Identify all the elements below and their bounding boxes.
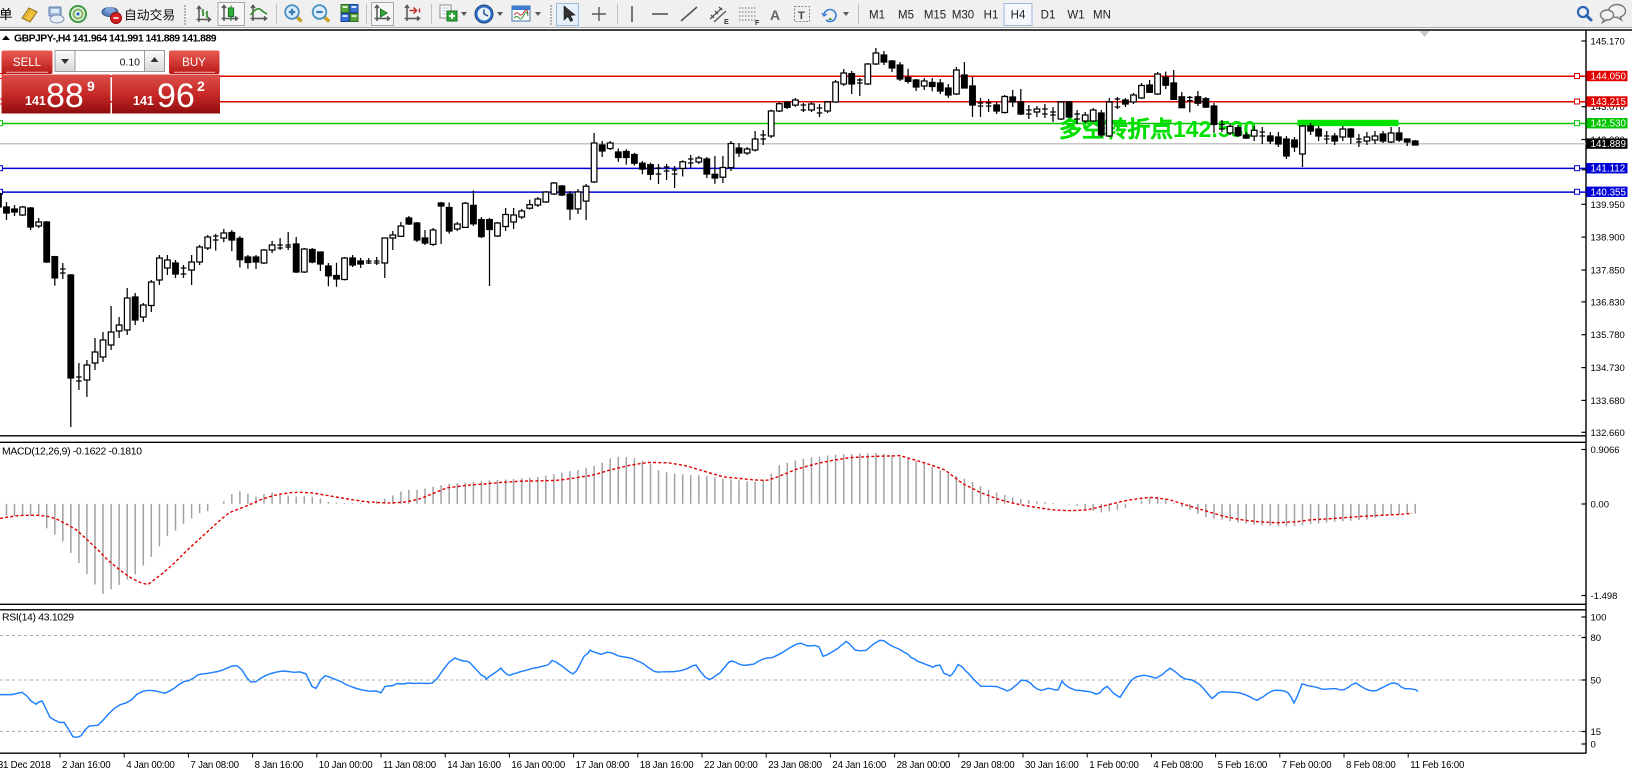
svg-text:BUY: BUY	[182, 57, 206, 69]
svg-text:137.850: 137.850	[1591, 266, 1625, 277]
svg-text:M30: M30	[952, 10, 974, 22]
svg-text:80: 80	[1591, 633, 1602, 644]
svg-text:0.10: 0.10	[120, 57, 141, 69]
svg-text:7 Jan 08:00: 7 Jan 08:00	[190, 760, 239, 771]
svg-text:29 Jan 08:00: 29 Jan 08:00	[961, 760, 1015, 771]
svg-text:18 Jan 16:00: 18 Jan 16:00	[640, 760, 694, 771]
svg-text:145.170: 145.170	[1591, 37, 1625, 48]
svg-text:50: 50	[1591, 676, 1602, 687]
svg-text:0: 0	[1591, 740, 1596, 751]
svg-text:11 Feb 16:00: 11 Feb 16:00	[1410, 760, 1465, 771]
svg-text:28 Jan 00:00: 28 Jan 00:00	[897, 760, 951, 771]
svg-text:23 Jan 08:00: 23 Jan 08:00	[768, 760, 822, 771]
svg-text:134.730: 134.730	[1591, 363, 1625, 374]
svg-text:2: 2	[197, 78, 205, 94]
svg-text:M5: M5	[898, 10, 914, 22]
svg-text:144.050: 144.050	[1591, 72, 1627, 83]
svg-text:RSI(14) 43.1029: RSI(14) 43.1029	[2, 613, 74, 624]
svg-text:24 Jan 16:00: 24 Jan 16:00	[832, 760, 886, 771]
svg-text:142.530: 142.530	[1591, 119, 1627, 130]
svg-text:88: 88	[46, 77, 84, 115]
svg-text:0.00: 0.00	[1591, 500, 1610, 511]
svg-text:8 Feb 08:00: 8 Feb 08:00	[1346, 760, 1396, 771]
svg-text:4 Jan 00:00: 4 Jan 00:00	[126, 760, 175, 771]
svg-text:GBPJPY-,H4 141.964 141.991 14: GBPJPY-,H4 141.964 141.991 141.889 141.8…	[14, 34, 217, 45]
svg-text:135.780: 135.780	[1591, 330, 1625, 341]
svg-text:141.112: 141.112	[1591, 164, 1626, 175]
svg-text:138.900: 138.900	[1591, 233, 1625, 244]
svg-text:8 Jan 16:00: 8 Jan 16:00	[255, 760, 304, 771]
svg-text:11 Jan 08:00: 11 Jan 08:00	[383, 760, 437, 771]
svg-text:139.950: 139.950	[1591, 200, 1625, 211]
svg-text:H1: H1	[984, 10, 999, 22]
svg-text:0.9066: 0.9066	[1591, 445, 1620, 456]
svg-text:10 Jan 00:00: 10 Jan 00:00	[319, 760, 373, 771]
svg-text:16 Jan 00:00: 16 Jan 00:00	[511, 760, 565, 771]
svg-text:143.215: 143.215	[1591, 97, 1627, 108]
svg-text:1 Feb 00:00: 1 Feb 00:00	[1089, 760, 1139, 771]
svg-text:7 Feb 00:00: 7 Feb 00:00	[1282, 760, 1332, 771]
svg-text:143.070: 143.070	[1591, 102, 1625, 113]
svg-text:D1: D1	[1041, 10, 1056, 22]
svg-text:17 Jan 08:00: 17 Jan 08:00	[576, 760, 630, 771]
svg-text:133.680: 133.680	[1591, 396, 1625, 407]
svg-text:30 Jan 16:00: 30 Jan 16:00	[1025, 760, 1079, 771]
svg-text:F: F	[755, 20, 760, 27]
svg-text:136.830: 136.830	[1591, 297, 1625, 308]
svg-text:4 Feb 08:00: 4 Feb 08:00	[1153, 760, 1203, 771]
svg-text:100: 100	[1591, 613, 1607, 624]
svg-text:141: 141	[25, 94, 46, 108]
svg-text:H4: H4	[1011, 10, 1026, 22]
svg-text:M1: M1	[869, 10, 885, 22]
svg-text:M15: M15	[924, 10, 946, 22]
svg-text:A: A	[770, 7, 780, 23]
svg-text:MACD(12,26,9) -0.1622 -0.1810: MACD(12,26,9) -0.1622 -0.1810	[2, 447, 142, 458]
svg-text:5 Feb 16:00: 5 Feb 16:00	[1218, 760, 1268, 771]
svg-text:14 Jan 16:00: 14 Jan 16:00	[447, 760, 501, 771]
svg-text:96: 96	[157, 77, 195, 115]
svg-text:132.660: 132.660	[1591, 428, 1625, 439]
svg-text:SELL: SELL	[13, 57, 42, 69]
svg-text:-1.498: -1.498	[1591, 591, 1618, 602]
svg-text:141: 141	[133, 94, 154, 108]
svg-text:W1: W1	[1067, 10, 1084, 22]
svg-text:141.889: 141.889	[1591, 139, 1626, 150]
svg-text:E: E	[724, 19, 729, 26]
svg-text:31 Dec 2018: 31 Dec 2018	[0, 760, 51, 771]
svg-text:9: 9	[87, 78, 95, 94]
svg-text:T: T	[798, 10, 805, 22]
svg-text:140.355: 140.355	[1591, 187, 1627, 198]
svg-text:MN: MN	[1093, 10, 1111, 22]
svg-text:22 Jan 00:00: 22 Jan 00:00	[704, 760, 758, 771]
svg-text:2 Jan 16:00: 2 Jan 16:00	[62, 760, 111, 771]
svg-text:15: 15	[1591, 727, 1602, 738]
